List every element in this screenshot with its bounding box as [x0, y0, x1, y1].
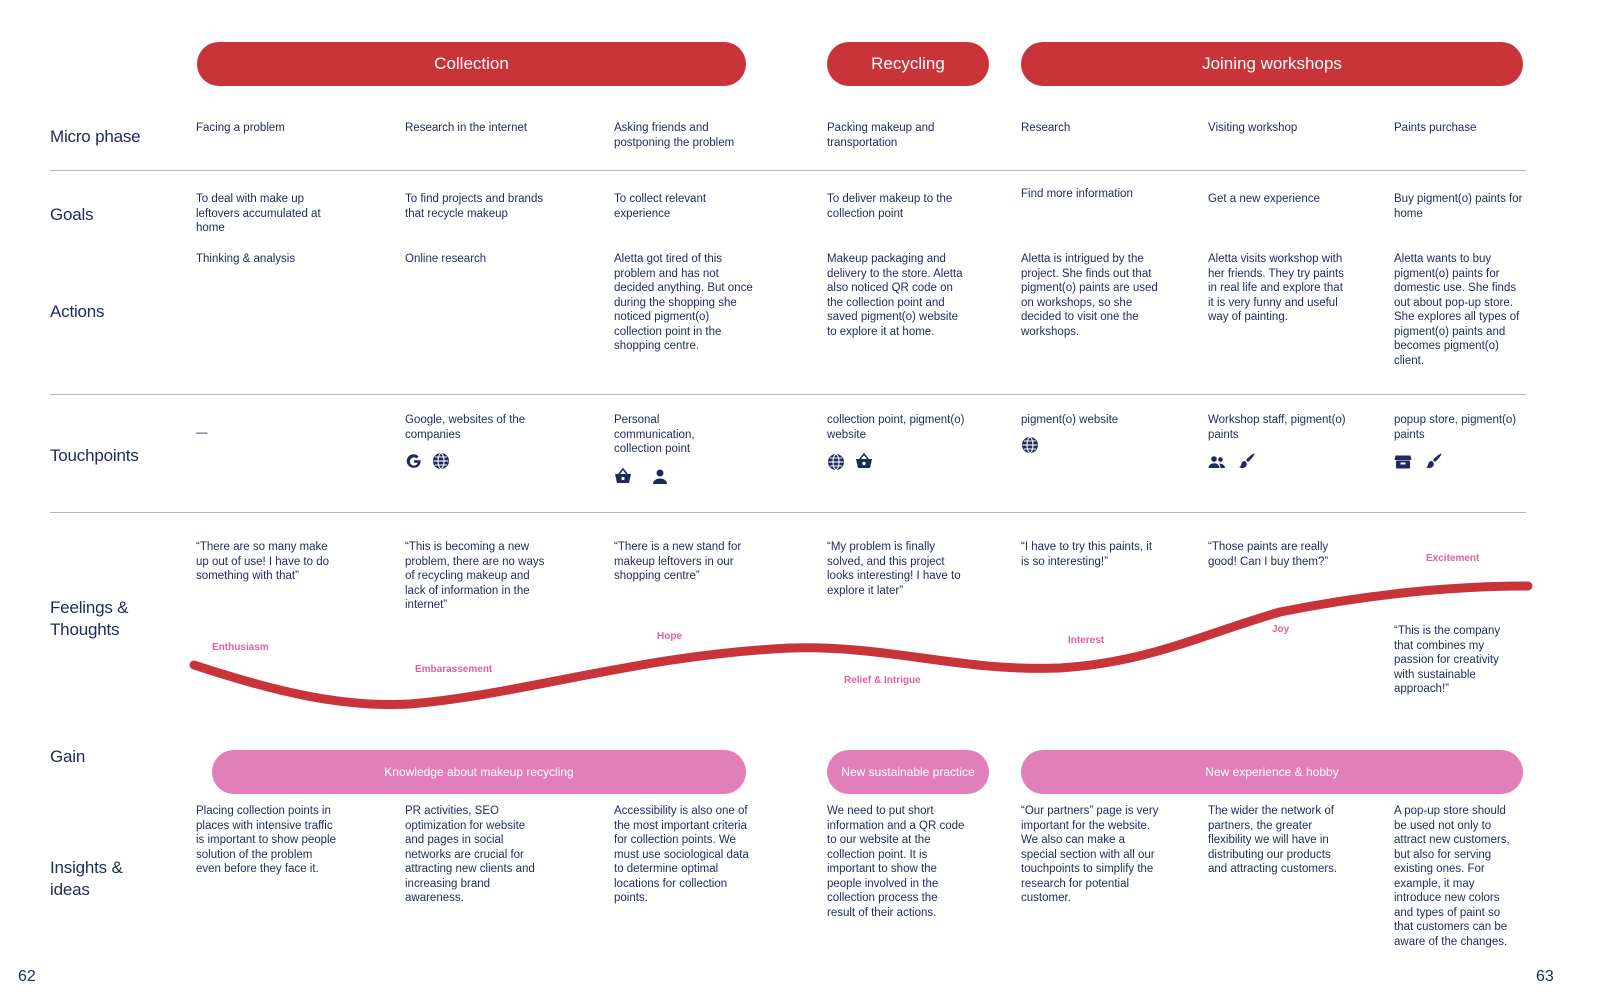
gain-label: New sustainable practice [841, 765, 975, 779]
quote-cell: “This is the company that combines my pa… [1394, 625, 1501, 695]
people-icon [1208, 456, 1225, 468]
touchpoint-cell: Workshop staff, pigment(o) paints [1208, 414, 1346, 441]
touchpoint-cell: popup store, pigment(o) paints [1394, 414, 1517, 441]
gain-label: Knowledge about makeup recycling [384, 765, 574, 779]
micro-phase-cell: Facing a problem [196, 122, 285, 134]
basket-icon [615, 467, 631, 483]
phase-recycling: Recycling [827, 42, 989, 86]
goal-cell: To collect relevant experience [614, 193, 707, 220]
row-label-micro-phase: Micro phase [50, 127, 141, 146]
store-icon [1394, 455, 1412, 469]
globe-icon [1022, 436, 1038, 454]
emotion-line [189, 581, 1533, 710]
basket-icon [856, 452, 872, 468]
touchpoint-cell: Personal communication, collection point [614, 414, 695, 455]
action-cell: Aletta wants to buy pigment(o) paints fo… [1394, 253, 1520, 367]
emotion-label: Excitement [1426, 553, 1480, 564]
page-number-left: 62 [18, 968, 36, 985]
micro-phase-cell: Visiting workshop [1208, 122, 1298, 134]
insight-cell: PR activities, SEO optimization for webs… [405, 805, 535, 904]
action-cell: Thinking & analysis [196, 253, 296, 265]
quote-cell: “Those paints are really good! Can I buy… [1208, 541, 1329, 568]
phase-label: Joining workshops [1202, 54, 1342, 73]
quote-cell: “This is becoming a new problem, there a… [405, 541, 545, 611]
insight-cell: We need to put short information and a Q… [827, 805, 965, 919]
gain-label: New experience & hobby [1205, 765, 1339, 779]
row-label-touchpoints: Touchpoints [50, 446, 139, 465]
person-icon [653, 469, 667, 484]
insight-cell: The wider the network of partners, the g… [1208, 805, 1338, 875]
action-cell: Aletta got tired of this problem and has… [614, 253, 753, 352]
touchpoint-cell: — [196, 427, 208, 439]
action-cell: Makeup packaging and delivery to the sto… [827, 253, 963, 338]
phase-label: Recycling [871, 54, 945, 73]
gain-workshops: New experience & hobby [1021, 750, 1523, 794]
row-label-feelings: Feelings & Thoughts [50, 598, 129, 639]
goal-cell: To find projects and brands that recycle… [405, 193, 544, 220]
gain-collection: Knowledge about makeup recycling [212, 750, 746, 794]
touchpoint-cell: collection point, pigment(o) website [827, 414, 965, 441]
touchpoint-cell: Google, websites of the companies [405, 414, 526, 441]
action-cell: Aletta is intrigued by the project. She … [1021, 253, 1158, 338]
action-cell: Online research [405, 253, 487, 265]
emotion-label: Joy [1272, 624, 1290, 635]
goal-cell: Buy pigment(o) paints for home [1394, 193, 1523, 220]
paint-icon [1239, 453, 1255, 469]
quote-cell: “My problem is finally solved, and this … [827, 541, 961, 597]
phase-label: Collection [434, 54, 509, 73]
emotion-label: Relief & Intrigue [844, 675, 921, 686]
gain-recycling: New sustainable practice [827, 750, 989, 794]
goal-cell: To deliver makeup to the collection poin… [827, 193, 953, 220]
micro-phase-cell: Asking friends and postponing the proble… [614, 122, 735, 149]
action-cell: Aletta visits workshop with her friends.… [1208, 253, 1344, 323]
touchpoint-cell: pigment(o) website [1021, 414, 1119, 426]
goal-cell: Get a new experience [1208, 193, 1320, 205]
divider [50, 512, 1526, 513]
page-number-right: 63 [1536, 968, 1554, 985]
emotion-label: Hope [657, 631, 682, 642]
insight-cell: A pop-up store should be used not only t… [1394, 805, 1510, 948]
paint-icon [1426, 453, 1442, 469]
row-label-gain: Gain [50, 747, 86, 766]
phase-workshops: Joining workshops [1021, 42, 1523, 86]
insight-cell: Placing collection points in places with… [196, 805, 336, 875]
row-label-goals: Goals [50, 205, 94, 224]
globe-icon [433, 452, 449, 470]
divider [50, 170, 1526, 171]
row-label-insights: Insights & ideas [50, 858, 123, 899]
emotion-label: Interest [1068, 635, 1105, 646]
divider [50, 394, 1526, 395]
row-label-actions: Actions [50, 302, 105, 321]
quote-cell: “There are so many make up out of use! I… [196, 541, 329, 582]
micro-phase-cell: Paints purchase [1394, 122, 1477, 134]
micro-phase-cell: Research in the internet [405, 122, 528, 134]
globe-icon [828, 453, 844, 471]
insight-cell: Accessibility is also one of the most im… [614, 805, 749, 904]
micro-phase-cell: Research [1021, 122, 1071, 134]
micro-phase-cell: Packing makeup and transportation [827, 122, 935, 149]
quote-cell: “There is a new stand for makeup leftove… [614, 541, 742, 582]
emotion-label: Embarassement [415, 664, 493, 675]
emotion-label: Enthusiasm [212, 642, 269, 653]
insight-cell: “Our partners” page is very important fo… [1021, 805, 1159, 904]
goal-cell: Find more information [1021, 188, 1133, 200]
quote-cell: “I have to try this paints, it is so int… [1021, 541, 1153, 568]
phase-collection: Collection [197, 42, 746, 86]
goal-cell: To deal with make up leftovers accumulat… [196, 193, 321, 234]
google-icon [406, 454, 421, 468]
